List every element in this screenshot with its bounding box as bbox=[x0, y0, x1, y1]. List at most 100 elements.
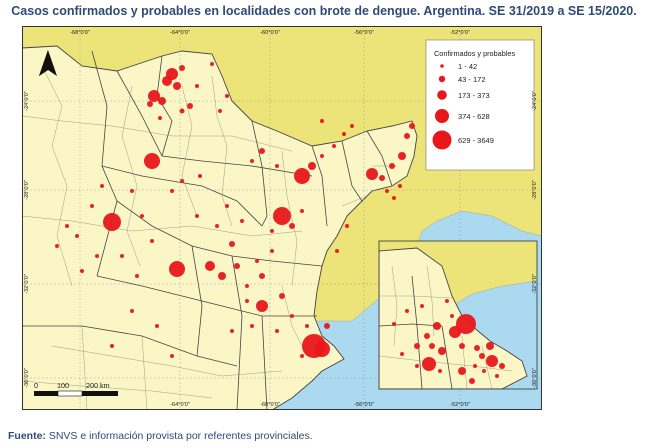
case-point bbox=[458, 367, 466, 375]
case-point bbox=[250, 159, 254, 163]
footer-text: SNVS e información provista por referent… bbox=[45, 430, 313, 442]
case-point bbox=[389, 163, 395, 169]
case-point bbox=[456, 314, 476, 334]
case-point bbox=[270, 229, 274, 233]
case-point bbox=[482, 369, 486, 373]
lat-label-right: -36°0'0" bbox=[532, 368, 538, 388]
case-point bbox=[429, 343, 435, 349]
case-point bbox=[198, 174, 202, 178]
lat-label-right: -28°0'0" bbox=[532, 180, 538, 200]
dengue-cases-map: Confirmados y probables 1 - 42 43 - 172 17… bbox=[22, 26, 542, 410]
case-point bbox=[332, 144, 336, 148]
legend-symbol-4 bbox=[435, 109, 449, 123]
legend-label-1: 1 - 42 bbox=[458, 62, 477, 71]
case-point bbox=[210, 62, 214, 66]
legend-label-4: 374 - 628 bbox=[458, 112, 490, 121]
case-point bbox=[335, 249, 339, 253]
case-point bbox=[320, 119, 324, 123]
case-point bbox=[144, 153, 160, 169]
lat-label-right: -24°0'0" bbox=[532, 91, 538, 111]
case-point bbox=[415, 364, 419, 368]
case-point bbox=[275, 329, 279, 333]
legend-label-5: 629 - 3649 bbox=[458, 136, 494, 145]
case-point bbox=[479, 353, 485, 359]
case-point bbox=[245, 284, 249, 288]
lat-label-left: -36°0'0" bbox=[24, 368, 30, 388]
case-point bbox=[135, 274, 139, 278]
case-point bbox=[469, 378, 475, 384]
case-point bbox=[90, 204, 94, 208]
case-point bbox=[259, 148, 265, 154]
lon-label-top: -68°0'0" bbox=[70, 30, 90, 36]
case-point bbox=[205, 261, 215, 271]
case-point bbox=[218, 109, 222, 113]
legend-symbol-3 bbox=[437, 90, 447, 100]
case-point bbox=[65, 224, 69, 228]
case-point bbox=[324, 323, 330, 329]
lat-label-left: -24°0'0" bbox=[24, 91, 30, 111]
case-point bbox=[398, 184, 402, 188]
case-point bbox=[187, 103, 193, 109]
case-point bbox=[130, 309, 134, 313]
case-point bbox=[409, 123, 415, 129]
lon-label-bottom: -64°0'0" bbox=[170, 402, 190, 408]
coordinate-labels: -68°0'0" -64°0'0" -60°0'0" -56°0'0" -52°0'0"… bbox=[24, 30, 538, 408]
lon-label-bottom: -60°0'0" bbox=[260, 402, 280, 408]
case-point bbox=[300, 354, 304, 358]
case-point bbox=[158, 97, 166, 105]
case-point bbox=[400, 352, 404, 356]
case-point bbox=[350, 124, 354, 128]
case-point bbox=[240, 219, 244, 223]
map-frame bbox=[22, 26, 542, 410]
source-footer: Fuente: SNVS e información provista por … bbox=[8, 430, 313, 442]
case-point bbox=[95, 254, 99, 258]
case-point bbox=[459, 343, 465, 349]
case-point bbox=[170, 354, 174, 358]
case-point bbox=[234, 263, 240, 269]
case-point bbox=[438, 347, 446, 355]
case-point bbox=[300, 209, 304, 213]
case-point bbox=[162, 76, 172, 86]
case-point bbox=[275, 164, 279, 168]
legend-symbol-2 bbox=[438, 75, 446, 83]
case-point bbox=[218, 272, 226, 280]
case-point bbox=[259, 273, 265, 279]
north-arrow-icon bbox=[39, 50, 57, 76]
case-point bbox=[195, 214, 199, 218]
scale-tick-200: 200 km bbox=[86, 381, 110, 390]
case-point bbox=[255, 259, 259, 263]
scale-bar: 0 100 200 km bbox=[34, 381, 118, 397]
scale-tick-100: 100 bbox=[57, 381, 69, 390]
case-point bbox=[495, 374, 499, 378]
case-point bbox=[170, 189, 174, 193]
lat-label-left: -32°0'0" bbox=[24, 274, 30, 294]
case-point bbox=[250, 324, 254, 328]
case-point bbox=[486, 355, 498, 367]
map-title: Casos confirmados y probables en localid… bbox=[11, 4, 637, 18]
case-point bbox=[279, 293, 285, 299]
case-point bbox=[80, 269, 84, 273]
case-point bbox=[405, 309, 409, 313]
case-point bbox=[379, 175, 385, 181]
case-point bbox=[195, 84, 199, 88]
case-point bbox=[414, 343, 420, 349]
case-point bbox=[147, 101, 153, 107]
case-point bbox=[445, 299, 449, 303]
case-point bbox=[229, 241, 235, 247]
case-point bbox=[270, 249, 274, 253]
case-point bbox=[245, 299, 249, 303]
lat-label-left: -28°0'0" bbox=[24, 180, 30, 200]
case-points-inset bbox=[392, 299, 505, 384]
legend-symbol-5 bbox=[432, 130, 452, 150]
department-boundaries bbox=[22, 65, 397, 410]
case-point bbox=[225, 94, 229, 98]
case-point bbox=[148, 90, 160, 102]
case-point bbox=[308, 162, 316, 170]
case-point bbox=[273, 207, 291, 225]
case-point bbox=[392, 322, 396, 326]
case-point bbox=[179, 108, 185, 114]
case-point bbox=[225, 204, 229, 208]
legend-label-2: 43 - 172 bbox=[458, 75, 486, 84]
case-point bbox=[486, 342, 494, 350]
case-point bbox=[474, 345, 480, 351]
